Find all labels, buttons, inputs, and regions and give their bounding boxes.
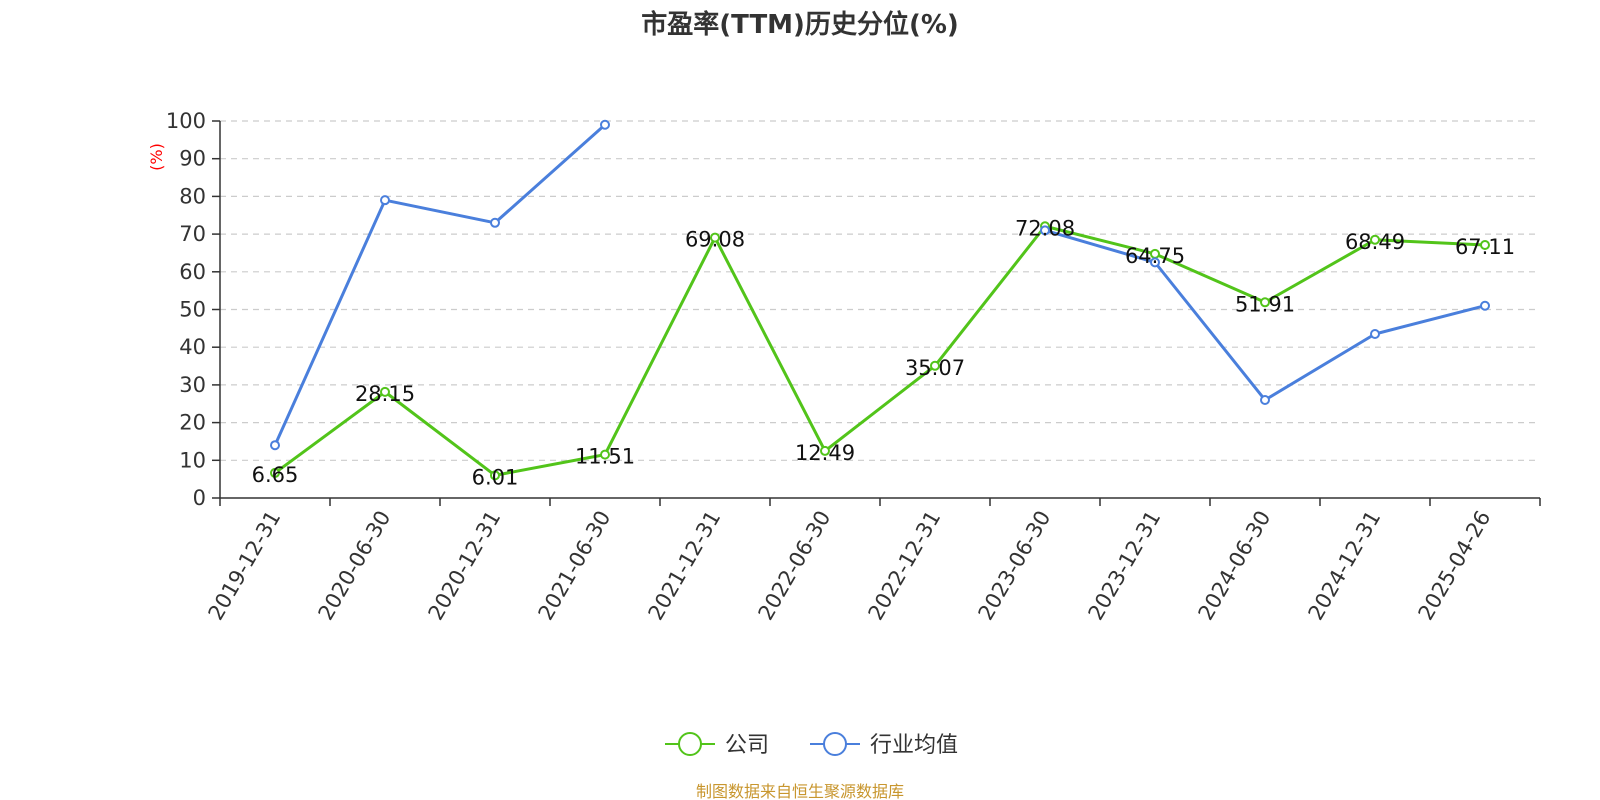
y-tick-label: 70	[179, 222, 206, 246]
y-tick-label: 20	[179, 411, 206, 435]
data-label: 35.07	[905, 356, 965, 380]
x-tick-label: 2023-12-31	[1084, 507, 1166, 625]
x-tick-label: 2022-12-31	[864, 507, 946, 625]
data-point	[490, 217, 500, 228]
data-label: 72.08	[1015, 216, 1075, 240]
series-line	[273, 123, 606, 446]
y-tick-label: 0	[193, 486, 206, 510]
y-axis-unit: (%)	[147, 143, 166, 171]
y-tick-label: 80	[179, 184, 206, 208]
data-label: 12.49	[795, 441, 855, 465]
data-point	[1260, 394, 1270, 405]
data-point	[710, 232, 720, 243]
x-tick-label: 2021-06-30	[534, 507, 616, 625]
data-point	[490, 470, 500, 481]
x-tick-label: 2020-12-31	[424, 507, 506, 625]
data-point	[1480, 300, 1490, 311]
y-tick-label: 90	[179, 147, 206, 171]
data-label: 69.08	[685, 228, 745, 252]
x-tick-label: 2024-06-30	[1194, 507, 1276, 625]
data-label: 6.01	[472, 465, 519, 489]
data-point	[600, 119, 610, 130]
legend[interactable]: 公司 行业均值	[665, 732, 958, 758]
data-point	[380, 386, 390, 397]
data-label: 68.49	[1345, 230, 1405, 254]
data-point	[270, 467, 280, 478]
series-0	[270, 221, 1490, 481]
data-point	[1480, 239, 1490, 250]
x-tick-label: 2022-06-30	[754, 507, 836, 625]
x-tick-label: 2020-06-30	[314, 507, 396, 625]
data-point	[380, 195, 390, 206]
data-point	[1150, 257, 1160, 268]
grid-lines	[220, 120, 1540, 461]
y-tick-label: 10	[179, 448, 206, 472]
data-point	[930, 360, 940, 371]
y-tick-label: 40	[179, 335, 206, 359]
x-tick-label: 2021-12-31	[644, 507, 726, 625]
data-labels: 6.65 28.15 6.01 11.51 69.08 12.49 35.07 72.08 64…	[252, 216, 1515, 489]
series-1	[270, 119, 1490, 451]
data-point	[270, 440, 280, 451]
data-label: 6.65	[252, 463, 299, 487]
data-point	[1260, 297, 1270, 308]
legend-marker-icon	[823, 732, 847, 756]
axes: 0 10 20 30 40 50 60 70 80 90 100 2019-12-31 2020-06-…	[166, 109, 1541, 625]
legend-label: 公司	[725, 733, 769, 758]
data-label: 64.75	[1125, 244, 1185, 268]
data-label: 51.91	[1235, 292, 1295, 316]
data-point	[820, 445, 830, 456]
source-note: 制图数据来自恒生聚源数据库	[696, 782, 904, 800]
data-point	[1370, 234, 1380, 245]
data-point	[1040, 225, 1050, 236]
data-label: 11.51	[575, 445, 635, 469]
y-tick-label: 100	[166, 109, 206, 133]
data-point	[600, 449, 610, 460]
data-label: 67.11	[1455, 235, 1515, 259]
x-tick-label: 2024-12-31	[1304, 507, 1386, 625]
legend-label: 行业均值	[870, 733, 958, 758]
legend-item-1[interactable]: 行业均值	[810, 732, 958, 758]
legend-item-0[interactable]: 公司	[665, 732, 769, 758]
series-line	[274, 224, 1486, 477]
data-point	[1370, 329, 1380, 340]
y-tick-label: 60	[179, 260, 206, 284]
x-tick-label: 2025-04-26	[1414, 507, 1496, 625]
chart-title: 市盈率(TTM)历史分位(%)	[641, 9, 959, 40]
x-tick-label: 2023-06-30	[974, 507, 1056, 625]
series	[270, 119, 1490, 481]
data-label: 28.15	[355, 382, 415, 406]
x-tick-label: 2019-12-31	[204, 507, 286, 625]
legend-marker-icon	[678, 732, 702, 756]
y-tick-label: 50	[179, 298, 206, 322]
y-tick-label: 30	[179, 373, 206, 397]
